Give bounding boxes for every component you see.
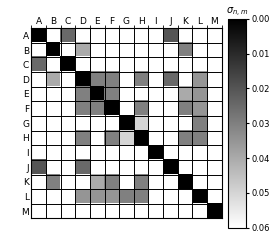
Title: $\sigma_{n,m}$: $\sigma_{n,m}$ <box>226 6 248 19</box>
